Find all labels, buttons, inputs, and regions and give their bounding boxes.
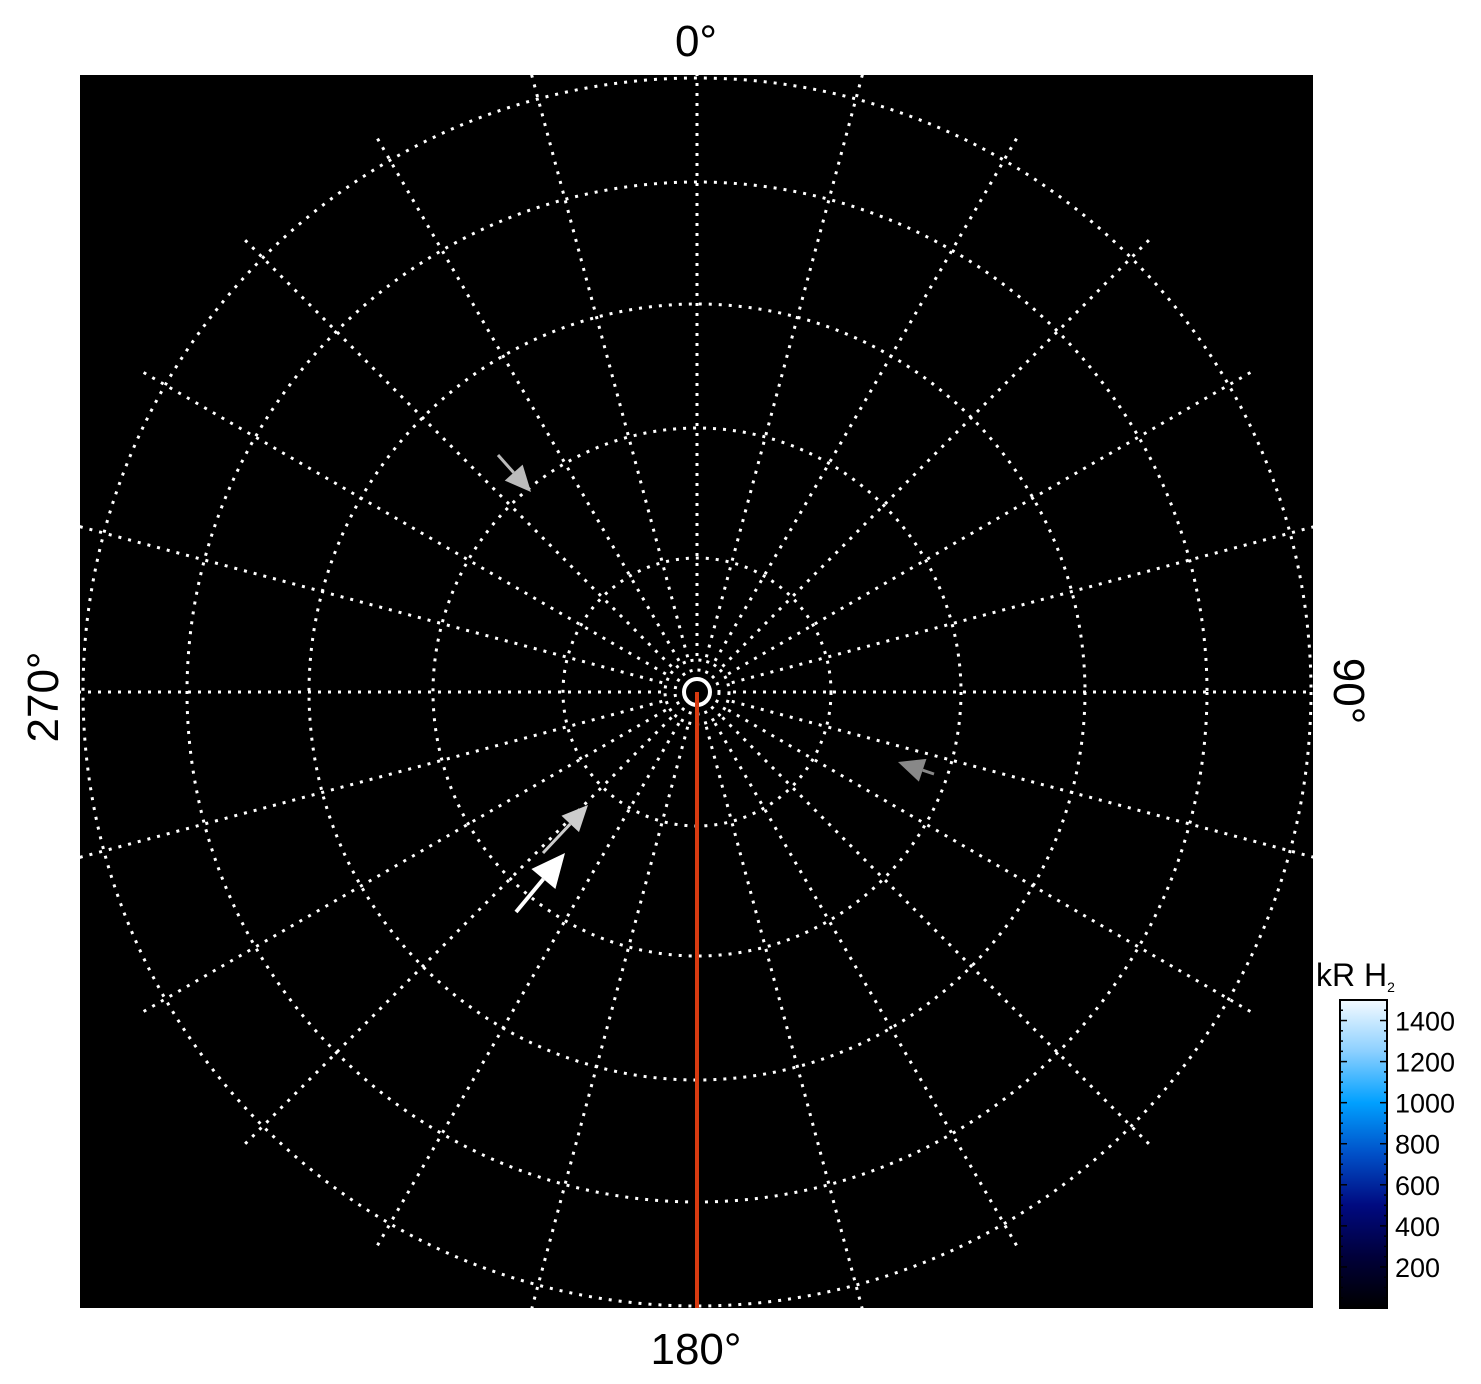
- longitude-spoke: [731, 525, 1313, 685]
- colorbar-tick-label: 200: [1395, 1253, 1440, 1283]
- longitude-spoke: [704, 726, 864, 1308]
- colorbar-gradient: [1339, 999, 1388, 1309]
- longitude-spoke: [141, 370, 667, 676]
- colorbar-tick-label: 1200: [1395, 1048, 1455, 1078]
- angle-label-bottom: 180°: [650, 1325, 741, 1374]
- angle-label-top: 0°: [675, 17, 717, 66]
- longitude-spoke: [530, 726, 690, 1308]
- colorbar-tick-label: 400: [1395, 1212, 1440, 1242]
- colorbar: kR H2 200 400 600 800 1000 1200 1400: [1316, 957, 1455, 1309]
- longitude-spoke: [80, 525, 663, 685]
- longitude-spoke: [721, 716, 1151, 1146]
- longitude-spoke: [713, 136, 1019, 662]
- longitude-spoke: [80, 699, 663, 859]
- colorbar-label: kR H2: [1316, 957, 1395, 995]
- colorbar-tick-label: 800: [1395, 1130, 1440, 1160]
- longitude-spoke: [530, 75, 690, 658]
- arrow-marker: [898, 758, 935, 782]
- longitude-spoke: [713, 722, 1019, 1248]
- angle-label-left: 270°: [19, 651, 68, 742]
- longitude-spoke: [243, 238, 673, 668]
- longitude-spoke: [243, 716, 673, 1146]
- longitude-spoke: [141, 708, 667, 1014]
- latitude-ring: [81, 76, 1313, 1308]
- longitude-spoke: [721, 238, 1151, 668]
- angle-label-right: 90°: [1324, 658, 1373, 725]
- longitude-spoke: [375, 722, 681, 1248]
- longitude-spoke: [727, 370, 1253, 676]
- colorbar-tick-label: 1400: [1395, 1007, 1455, 1037]
- arrow-marker: [541, 805, 588, 855]
- longitude-spoke: [727, 708, 1253, 1014]
- longitude-spoke: [375, 136, 681, 662]
- latitude-ring: [431, 426, 963, 958]
- arrow-marker: [496, 454, 531, 492]
- colorbar-tick-label: 600: [1395, 1171, 1440, 1201]
- arrows: [496, 454, 935, 914]
- longitude-spoke: [731, 699, 1313, 859]
- colorbar-tick-label: 1000: [1395, 1089, 1455, 1119]
- arrow-marker: [514, 853, 565, 914]
- longitude-spoke: [704, 75, 864, 658]
